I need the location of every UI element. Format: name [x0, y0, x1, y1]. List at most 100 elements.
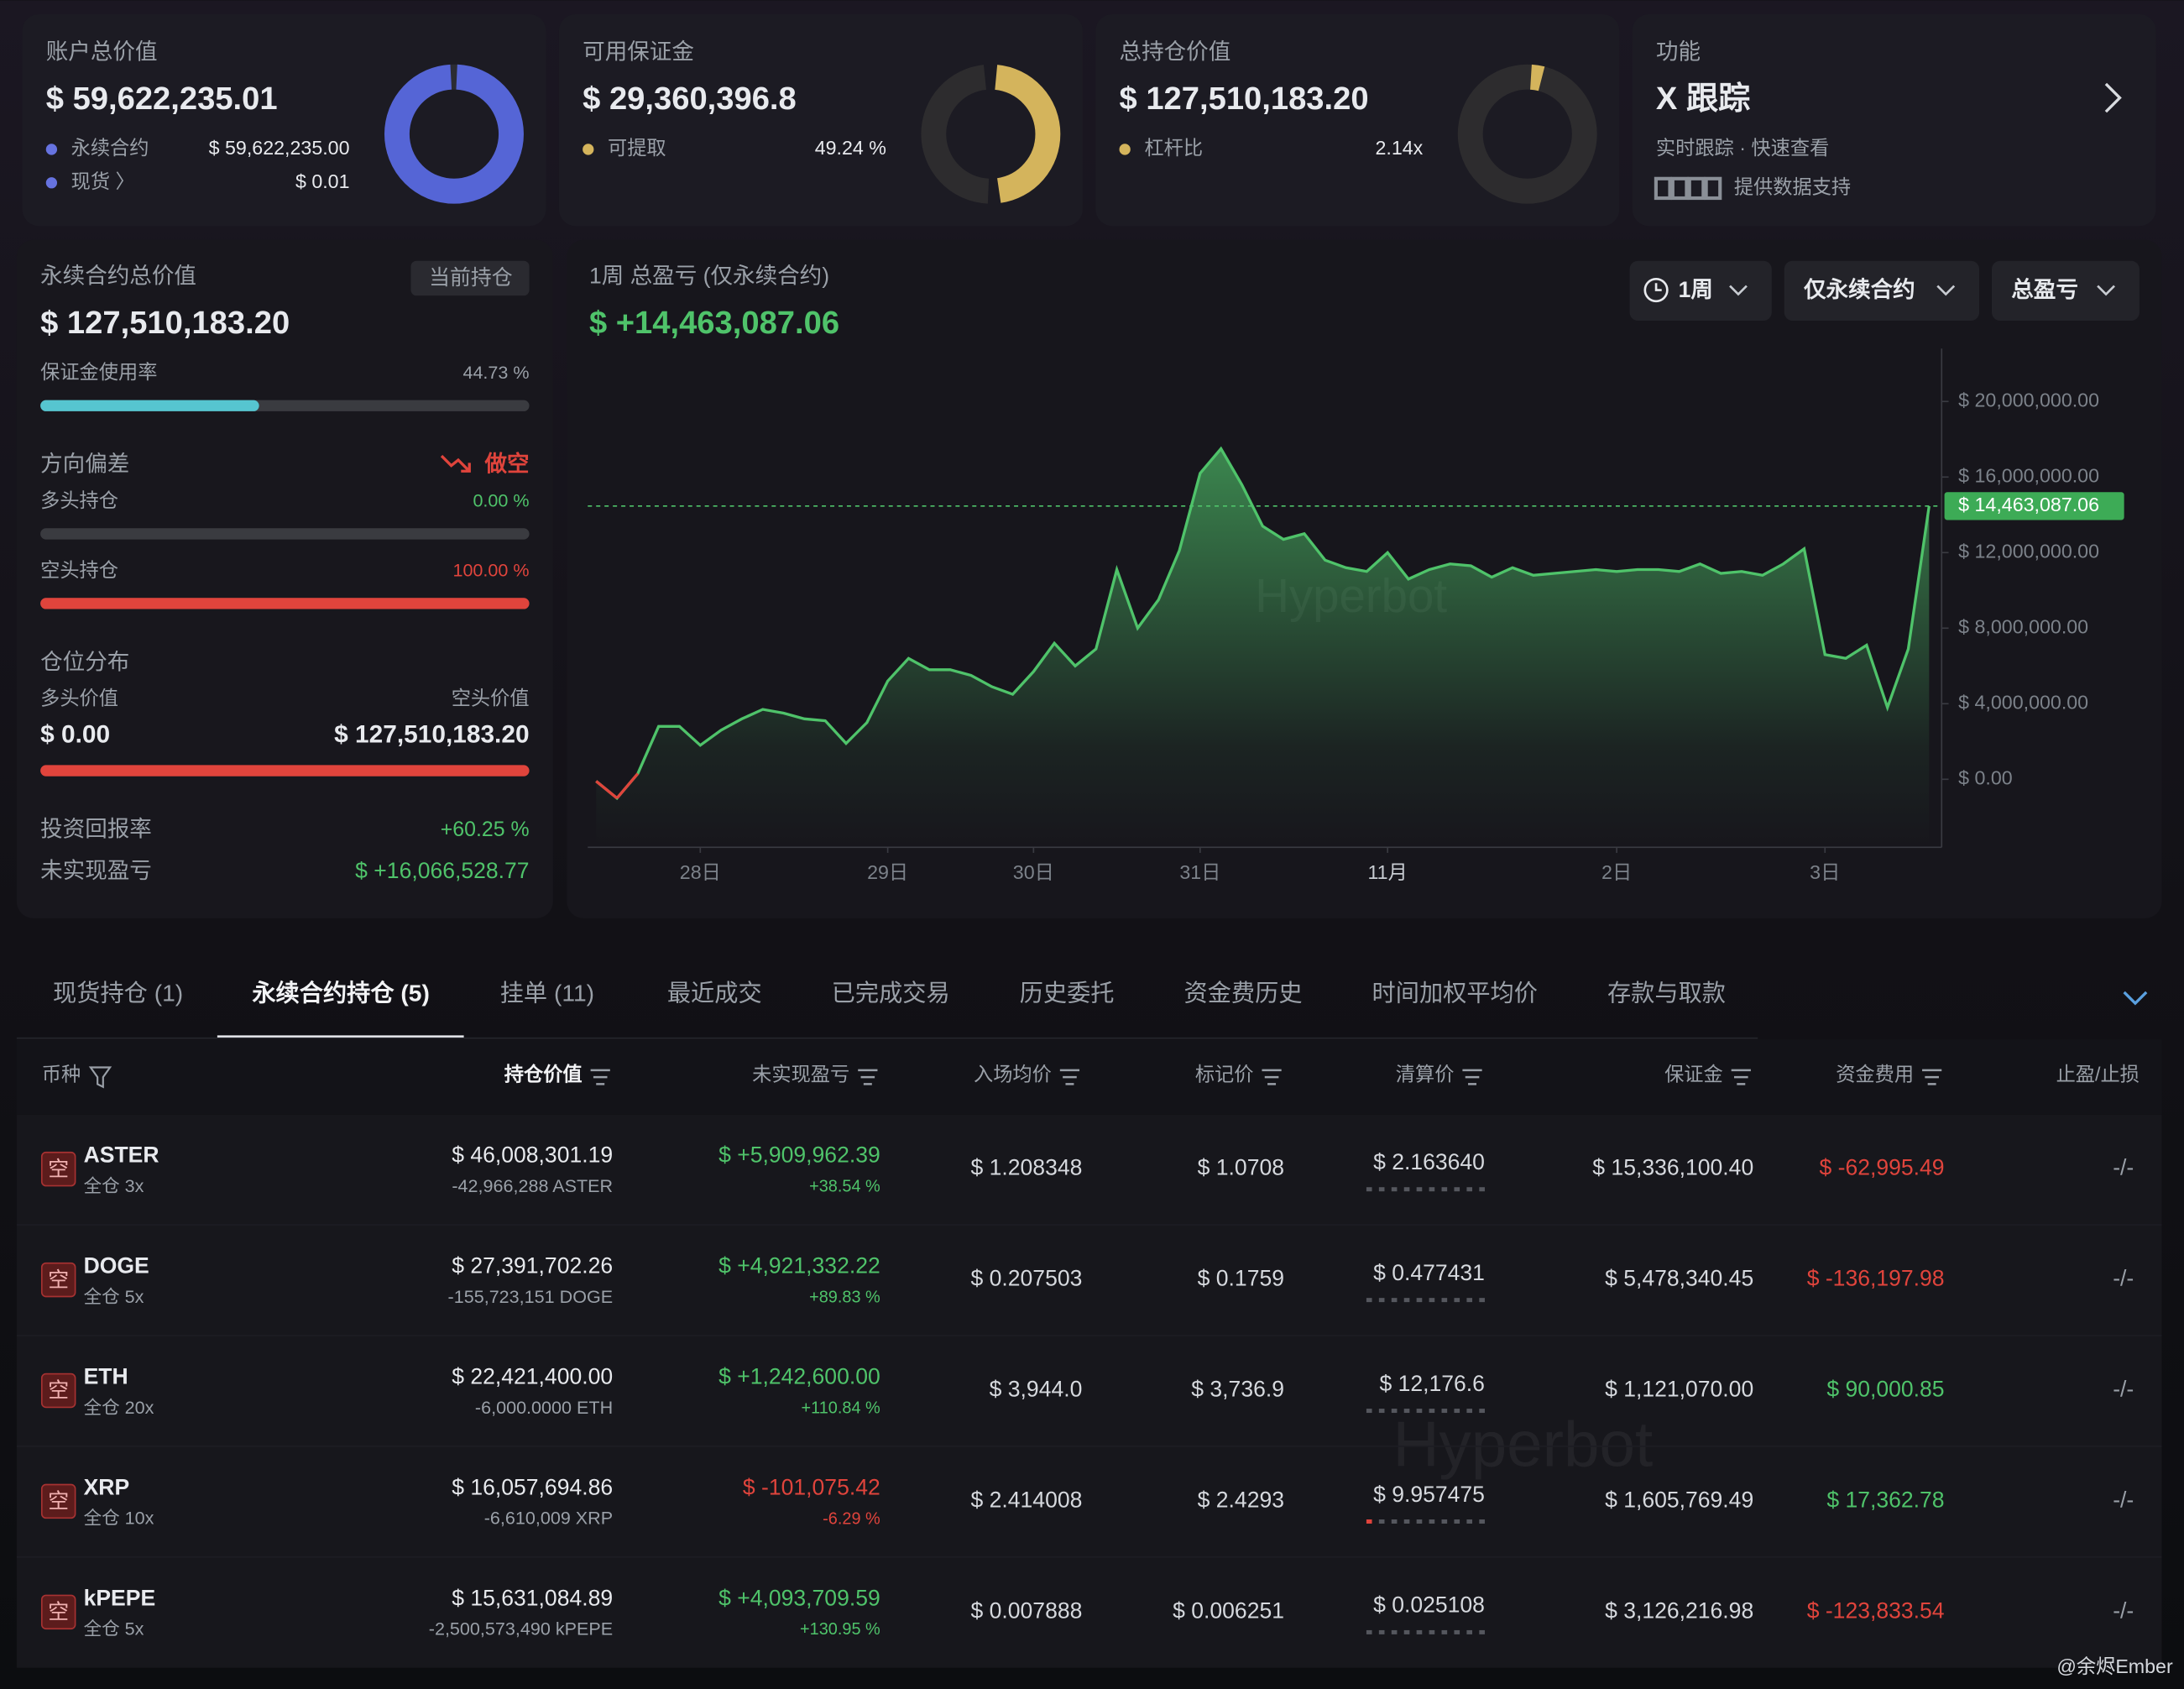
column-header[interactable]: 资金费用 — [1836, 1064, 1914, 1085]
column-header[interactable]: 止盈/止损 — [2056, 1064, 2140, 1085]
liq-dot — [1391, 1629, 1398, 1634]
label: $ 46,008,301.19 — [452, 1143, 613, 1168]
column-header[interactable]: 持仓价值 — [504, 1064, 583, 1085]
trend-icon — [440, 454, 471, 473]
logo-block — [1670, 176, 1689, 201]
label: -2,500,573,490 kPEPE — [429, 1618, 613, 1639]
liq-dot — [1441, 1629, 1448, 1634]
label: $ 0.00 — [40, 720, 110, 748]
liq-dot — [1466, 1298, 1473, 1303]
tab[interactable]: 已完成交易 — [832, 980, 950, 1007]
liq-dot — [1479, 1519, 1485, 1524]
negative-segment — [615, 772, 640, 799]
label: $ 12,176.6 — [1379, 1371, 1484, 1396]
label: 空 — [48, 1158, 69, 1181]
dropdown-chevron — [1936, 285, 1956, 296]
label: $ -123,833.54 — [1807, 1597, 1945, 1623]
label: 空 — [48, 1268, 69, 1292]
ring-track — [1457, 64, 1597, 204]
label: $ -136,197.98 — [1807, 1266, 1945, 1291]
label: $ 59,622,235.00 — [209, 137, 350, 159]
liq-dot — [1441, 1187, 1448, 1192]
label[interactable]: 1周 — [1679, 277, 1713, 302]
column-header[interactable]: 入场均价 — [974, 1064, 1052, 1085]
bar-fill — [40, 400, 259, 411]
tab[interactable]: 挂单 (11) — [500, 980, 594, 1007]
card-title: 功能 — [1656, 39, 1701, 64]
sort-icon — [1059, 1069, 1080, 1085]
coin: ASTER — [84, 1143, 159, 1168]
column-header[interactable]: 未实现盈亏 — [752, 1064, 849, 1085]
card-value: $ 29,360,396.8 — [583, 81, 797, 117]
legend-dot — [583, 144, 594, 155]
label[interactable]: 仅永续合约 — [1804, 277, 1915, 302]
label: $ 2.4293 — [1198, 1487, 1284, 1512]
chart-title: 1周 总盈亏 (仅永续合约) — [589, 264, 829, 289]
column-header[interactable]: 清算价 — [1396, 1064, 1455, 1085]
tab[interactable]: 资金费历史 — [1184, 980, 1303, 1007]
column-header[interactable]: 币种 — [42, 1064, 81, 1085]
tab[interactable]: 时间加权平均价 — [1372, 980, 1538, 1007]
x-tick-label: 31日 — [1179, 861, 1220, 883]
label: $ +16,066,528.77 — [355, 858, 529, 883]
label: $ 9.957475 — [1373, 1482, 1485, 1507]
y-tick-label: $ 12,000,000.00 — [1958, 540, 2099, 562]
label: $ -101,075.42 — [743, 1475, 880, 1500]
liq-dot — [1429, 1409, 1435, 1414]
liq-dot — [1403, 1187, 1410, 1192]
ring-track — [921, 64, 1061, 204]
liq-dot — [1466, 1187, 1473, 1192]
label: 杠杆比 — [1144, 137, 1203, 159]
tab[interactable]: 历史委托 — [1020, 980, 1115, 1007]
footer: @余烬Ember — [2056, 1655, 2173, 1677]
liq-dot — [1391, 1519, 1398, 1524]
label: $ 0.025108 — [1373, 1592, 1485, 1618]
chevron[interactable] — [2104, 82, 2122, 113]
label: 永续合约总价值 — [40, 264, 196, 289]
label: +38.54 % — [809, 1177, 880, 1195]
coin: ETH — [84, 1364, 128, 1389]
label: 未实现盈亏 — [40, 858, 152, 883]
side-badge — [40, 1594, 76, 1630]
card-value: $ 127,510,183.20 — [1120, 81, 1369, 117]
liq-dot — [1466, 1519, 1473, 1524]
label[interactable]: 总盈亏 — [2011, 277, 2078, 302]
tab[interactable]: 最近成交 — [667, 980, 762, 1007]
legend-dot — [45, 177, 58, 189]
label: 空 — [48, 1490, 69, 1514]
liq-dot — [1366, 1629, 1372, 1634]
liq-dot — [1479, 1187, 1485, 1192]
collapse-chevron[interactable] — [2123, 991, 2148, 1006]
liq-dot — [1429, 1298, 1435, 1303]
liq-dot — [1416, 1187, 1423, 1192]
label: -6,610,009 XRP — [484, 1508, 613, 1529]
label: $ 5,478,340.45 — [1605, 1266, 1753, 1291]
tab[interactable]: 存款与取款 — [1607, 980, 1726, 1007]
filter-icon — [88, 1066, 112, 1089]
label: 做空 — [483, 452, 529, 477]
chart-total: $ +14,463,087.06 — [589, 305, 839, 341]
label: 当前持仓 — [429, 266, 513, 290]
tab[interactable]: 永续合约持仓 (5) — [252, 980, 430, 1007]
liq-dot — [1391, 1298, 1398, 1303]
side-badge — [40, 1151, 76, 1187]
dropdown[interactable] — [1784, 260, 1980, 322]
dropdown[interactable] — [1629, 260, 1772, 322]
column-header[interactable]: 标记价 — [1195, 1064, 1254, 1085]
liq-dot — [1416, 1298, 1423, 1303]
label: $ 1.208348 — [971, 1155, 1083, 1180]
liq-dot — [1366, 1519, 1372, 1524]
label: -/- — [2113, 1487, 2134, 1512]
current-label: $ 14,463,087.06 — [1958, 494, 2099, 515]
label: $ 15,336,100.40 — [1592, 1155, 1753, 1180]
label: +60.25 % — [441, 818, 530, 841]
column-header[interactable]: 保证金 — [1664, 1064, 1723, 1085]
tab[interactable]: 现货持仓 (1) — [53, 980, 183, 1007]
current-badge — [1944, 492, 2124, 520]
liq-dot — [1416, 1409, 1423, 1414]
dropdown[interactable] — [1991, 260, 2140, 322]
bar-fill — [40, 598, 530, 609]
logo-block — [1687, 176, 1706, 201]
liq-dot — [1454, 1629, 1460, 1634]
liq-dot — [1403, 1629, 1410, 1634]
